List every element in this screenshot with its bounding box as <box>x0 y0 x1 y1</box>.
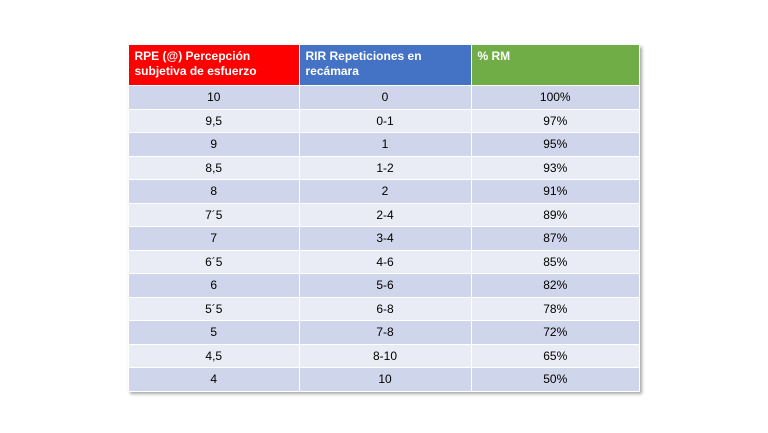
table-cell: 6-8 <box>298 296 472 321</box>
table-cell: 95% <box>470 132 640 157</box>
table-cell: 5-6 <box>298 273 472 298</box>
table-cell: 0 <box>298 85 472 110</box>
header-cell: RPE (@) Percepción subjetiva de esfuerzo <box>128 45 300 86</box>
table-body: 10 0 100% 9,5 0-1 97% 9 1 95% 8,5 1-2 93% 8 2 91% 7´5 2-… <box>128 85 640 392</box>
table-cell: 7´5 <box>128 202 300 227</box>
table-row: 9,5 0-1 97% <box>128 108 640 133</box>
table-cell: 10 <box>298 367 472 392</box>
table-row: 10 0 100% <box>128 85 640 110</box>
table-cell: 65% <box>470 343 640 368</box>
table-row: 8,5 1-2 93% <box>128 155 640 180</box>
table-cell: 6´5 <box>128 249 300 274</box>
rpe-table: RPE (@) Percepción subjetiva de esfuerzo… <box>128 45 640 392</box>
table-cell: 93% <box>470 155 640 180</box>
table-cell: 4 <box>128 367 300 392</box>
table-row: 7 3-4 87% <box>128 226 640 251</box>
table-cell: 78% <box>470 296 640 321</box>
table-row: 6´5 4-6 85% <box>128 249 640 274</box>
table-row: 9 1 95% <box>128 132 640 157</box>
table-row: 6 5-6 82% <box>128 273 640 298</box>
table-cell: 8,5 <box>128 155 300 180</box>
table-cell: 5´5 <box>128 296 300 321</box>
table-cell: 0-1 <box>298 108 472 133</box>
table-cell: 5 <box>128 320 300 345</box>
table-cell: 4-6 <box>298 249 472 274</box>
header-row: RPE (@) Percepción subjetiva de esfuerzo… <box>128 45 640 86</box>
table-cell: 85% <box>470 249 640 274</box>
table-row: 8 2 91% <box>128 179 640 204</box>
table-row: 4,5 8-10 65% <box>128 343 640 368</box>
table-cell: 9,5 <box>128 108 300 133</box>
header-cell: RIR Repeticiones en recámara <box>299 45 472 86</box>
table-cell: 82% <box>470 273 640 298</box>
table-cell: 4,5 <box>128 343 300 368</box>
table-cell: 8 <box>128 179 300 204</box>
table-row: 4 10 50% <box>128 367 640 392</box>
table-cell: 1-2 <box>298 155 472 180</box>
table-row: 5´5 6-8 78% <box>128 296 640 321</box>
table-cell: 89% <box>470 202 640 227</box>
table-cell: 8-10 <box>298 343 472 368</box>
header-cell: % RM <box>471 45 640 86</box>
table-cell: 2-4 <box>298 202 472 227</box>
table-cell: 91% <box>470 179 640 204</box>
table-cell: 7 <box>128 226 300 251</box>
table-cell: 72% <box>470 320 640 345</box>
table-cell: 100% <box>470 85 640 110</box>
table-cell: 97% <box>470 108 640 133</box>
table-cell: 87% <box>470 226 640 251</box>
table-row: 7´5 2-4 89% <box>128 202 640 227</box>
table-cell: 7-8 <box>298 320 472 345</box>
table-cell: 1 <box>298 132 472 157</box>
table-cell: 9 <box>128 132 300 157</box>
table-row: 5 7-8 72% <box>128 320 640 345</box>
table-cell: 2 <box>298 179 472 204</box>
table-cell: 6 <box>128 273 300 298</box>
table-cell: 10 <box>128 85 300 110</box>
table-cell: 3-4 <box>298 226 472 251</box>
table-cell: 50% <box>470 367 640 392</box>
